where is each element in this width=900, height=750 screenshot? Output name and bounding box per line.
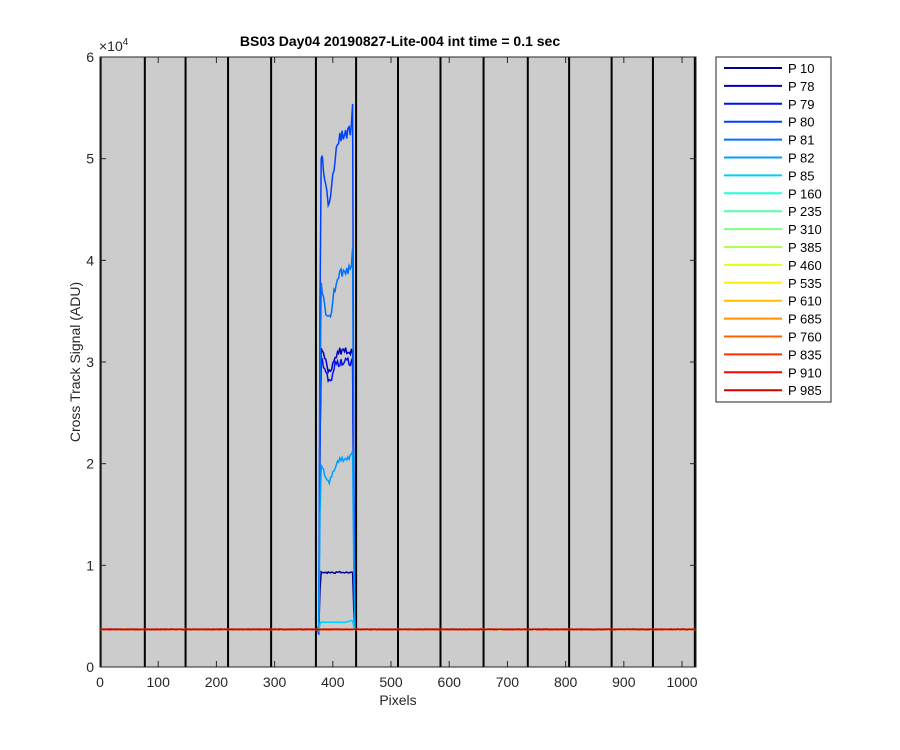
x-axis: 0 100 200 300 400 500 600 700 800 900 1000 bbox=[96, 57, 698, 690]
legend: P 10 P 78 P 79 P 80 P 81 P 82 P 85 P 160 P 235 P … bbox=[715, 56, 832, 403]
legend-label-3: P 80 bbox=[788, 115, 815, 130]
legend-label-5: P 82 bbox=[788, 151, 815, 166]
x-tick-label-7: 700 bbox=[496, 674, 520, 690]
legend-label-7: P 160 bbox=[788, 186, 822, 201]
legend-label-13: P 610 bbox=[788, 294, 822, 309]
x-axis-label: Pixels bbox=[379, 692, 416, 708]
x-tick-label-4: 400 bbox=[321, 674, 345, 690]
y-exponent: ×104 bbox=[99, 37, 129, 54]
series-lines bbox=[99, 103, 697, 635]
x-tick-label-1: 100 bbox=[147, 674, 171, 690]
x-tick-label-3: 300 bbox=[263, 674, 287, 690]
y-axis: 0 1 2 3 4 5 6 bbox=[86, 49, 696, 675]
legend-label-6: P 85 bbox=[788, 168, 815, 183]
legend-label-16: P 835 bbox=[788, 347, 822, 362]
legend-label-12: P 535 bbox=[788, 276, 822, 291]
y-exponent-power: 4 bbox=[123, 37, 129, 48]
y-tick-label-0: 0 bbox=[86, 659, 94, 675]
legend-label-9: P 310 bbox=[788, 222, 822, 237]
legend-label-8: P 235 bbox=[788, 204, 822, 219]
y-exponent-base: ×10 bbox=[99, 38, 123, 54]
x-tick-label-9: 900 bbox=[612, 674, 636, 690]
legend-label-2: P 79 bbox=[788, 97, 815, 112]
legend-label-10: P 385 bbox=[788, 240, 822, 255]
y-tick-label-6: 6 bbox=[86, 49, 94, 65]
y-tick-label-2: 2 bbox=[86, 456, 94, 472]
legend-label-4: P 81 bbox=[788, 133, 815, 148]
legend-label-0: P 10 bbox=[788, 61, 815, 76]
legend-label-18: P 985 bbox=[788, 383, 822, 398]
series-line-p-985 bbox=[99, 628, 697, 631]
chart-title: BS03 Day04 20190827-Lite-004 int time = … bbox=[240, 33, 560, 49]
x-tick-label-0: 0 bbox=[96, 674, 104, 690]
y-tick-label-4: 4 bbox=[86, 252, 94, 268]
legend-label-15: P 760 bbox=[788, 330, 822, 345]
y-tick-label-5: 5 bbox=[86, 151, 94, 167]
legend-label-11: P 460 bbox=[788, 258, 822, 273]
x-tick-label-6: 600 bbox=[438, 674, 462, 690]
x-tick-label-5: 500 bbox=[379, 674, 403, 690]
y-tick-label-3: 3 bbox=[86, 354, 94, 370]
x-tick-label-8: 800 bbox=[554, 674, 578, 690]
y-tick-label-1: 1 bbox=[86, 557, 94, 573]
x-tick-label-10: 1000 bbox=[666, 674, 697, 690]
x-tick-label-2: 200 bbox=[205, 674, 229, 690]
legend-label-17: P 910 bbox=[788, 365, 822, 380]
y-axis-label: Cross Track Signal (ADU) bbox=[67, 282, 83, 442]
legend-label-14: P 685 bbox=[788, 312, 822, 327]
legend-label-1: P 78 bbox=[788, 79, 815, 94]
